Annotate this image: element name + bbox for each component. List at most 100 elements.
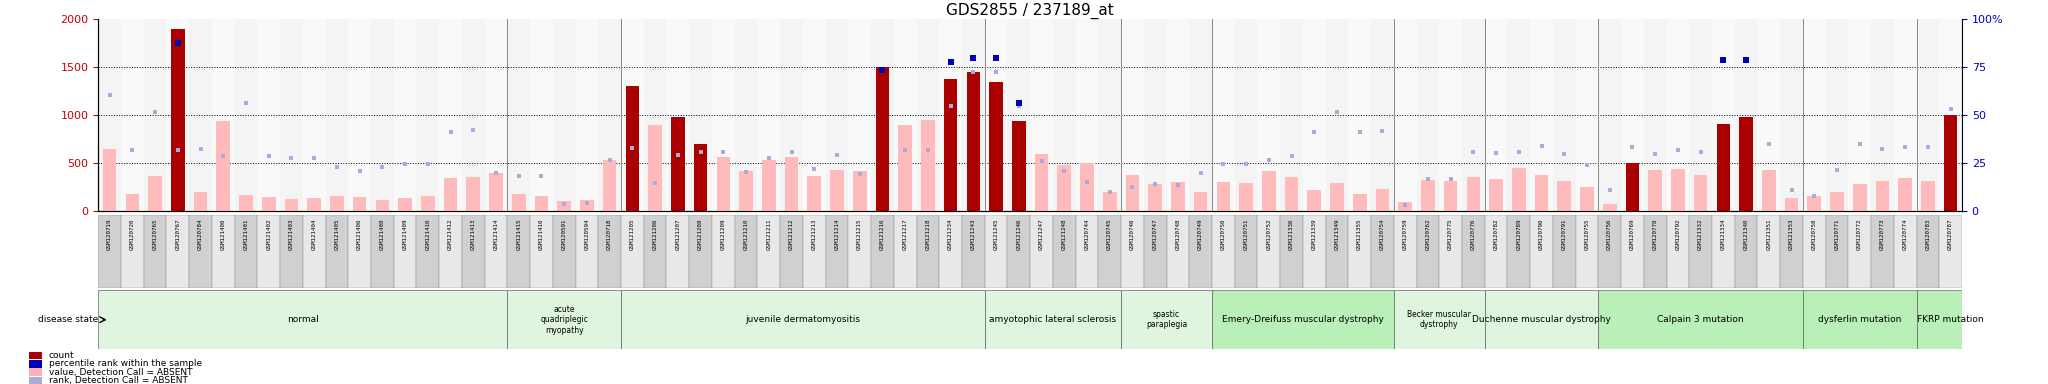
Bar [672, 117, 684, 211]
Bar [1667, 19, 1690, 211]
Text: GSM120718: GSM120718 [606, 219, 612, 250]
Bar [852, 171, 866, 211]
Bar [1079, 163, 1094, 211]
Bar [758, 215, 780, 288]
Text: GSM120751: GSM120751 [1243, 219, 1249, 250]
Title: GDS2855 / 237189_at: GDS2855 / 237189_at [946, 3, 1114, 19]
Text: Duchenne muscular dystrophy: Duchenne muscular dystrophy [1473, 315, 1612, 324]
Bar [1143, 19, 1167, 211]
Bar [240, 195, 252, 211]
Text: GSM121245: GSM121245 [993, 219, 999, 250]
Bar [1575, 215, 1597, 288]
Bar [121, 215, 143, 288]
Bar [758, 19, 780, 211]
Bar [1217, 182, 1231, 211]
Bar [125, 194, 139, 211]
Bar [1831, 192, 1843, 211]
Text: Calpain 3 mutation: Calpain 3 mutation [1657, 315, 1745, 324]
Text: GSM121412: GSM121412 [449, 219, 453, 250]
Bar [1167, 19, 1190, 211]
Bar [1098, 19, 1120, 211]
Bar [575, 19, 598, 211]
Bar [735, 215, 758, 288]
Bar [1690, 215, 1712, 288]
Text: GSM120748: GSM120748 [1176, 219, 1180, 250]
Bar [1149, 184, 1161, 211]
Bar [1597, 290, 1802, 349]
Bar [1012, 121, 1026, 211]
Bar [188, 215, 211, 288]
Bar [1257, 215, 1280, 288]
Bar [1008, 215, 1030, 288]
Bar [1417, 19, 1440, 211]
Bar [348, 215, 371, 288]
Text: GSM120594: GSM120594 [584, 219, 590, 250]
Bar [1348, 19, 1370, 211]
Bar [1399, 202, 1411, 211]
Bar [1057, 165, 1071, 211]
Bar [1212, 19, 1235, 211]
Bar [1120, 19, 1143, 211]
Bar [1008, 19, 1030, 211]
Bar [1735, 215, 1757, 288]
Bar [848, 19, 870, 211]
Bar [1485, 290, 1597, 349]
Bar [602, 161, 616, 211]
Bar [508, 215, 530, 288]
Bar [1802, 215, 1825, 288]
Bar [893, 19, 918, 211]
Bar [829, 170, 844, 211]
Text: Becker muscular
dystrophy: Becker muscular dystrophy [1407, 310, 1470, 329]
Bar [985, 19, 1008, 211]
Bar [397, 198, 412, 211]
Text: GSM121415: GSM121415 [516, 219, 522, 250]
Text: GSM120720: GSM120720 [129, 219, 135, 250]
Bar [416, 215, 438, 288]
Bar [598, 19, 621, 211]
Bar [29, 377, 41, 384]
Bar [211, 215, 236, 288]
Bar [940, 215, 963, 288]
Bar [985, 290, 1120, 349]
Bar [1898, 177, 1913, 211]
Text: GSM121212: GSM121212 [788, 219, 795, 250]
Text: count: count [49, 351, 74, 360]
Bar [371, 19, 393, 211]
Bar [485, 215, 508, 288]
Bar [1303, 19, 1325, 211]
Bar [1190, 19, 1212, 211]
Bar [780, 215, 803, 288]
Bar [281, 19, 303, 211]
Text: GSM120759: GSM120759 [1403, 219, 1407, 250]
Bar [444, 177, 457, 211]
Bar [1325, 19, 1348, 211]
Bar [625, 86, 639, 211]
Bar [1534, 175, 1548, 211]
Text: GSM121210: GSM121210 [743, 219, 750, 250]
Bar [1917, 215, 1939, 288]
Bar [963, 19, 985, 211]
Bar [848, 215, 870, 288]
Bar [1917, 290, 1985, 349]
Bar [508, 290, 621, 349]
Bar [690, 215, 713, 288]
Bar [1466, 177, 1481, 211]
Bar [780, 19, 803, 211]
Text: juvenile dermatomyositis: juvenile dermatomyositis [745, 315, 860, 324]
Bar [580, 200, 594, 211]
Text: GSM120745: GSM120745 [1108, 219, 1112, 250]
Bar [1034, 154, 1049, 211]
Bar [1649, 170, 1663, 211]
Bar [1825, 215, 1849, 288]
Bar [438, 19, 463, 211]
Bar [1376, 189, 1389, 211]
Bar [1370, 19, 1395, 211]
Bar [1944, 115, 1958, 211]
Bar [1239, 184, 1253, 211]
Bar [330, 196, 344, 211]
Bar [1120, 215, 1143, 288]
Bar [713, 19, 735, 211]
Text: GSM120750: GSM120750 [1221, 219, 1227, 250]
Text: percentile rank within the sample: percentile rank within the sample [49, 359, 203, 369]
Bar [1257, 19, 1280, 211]
